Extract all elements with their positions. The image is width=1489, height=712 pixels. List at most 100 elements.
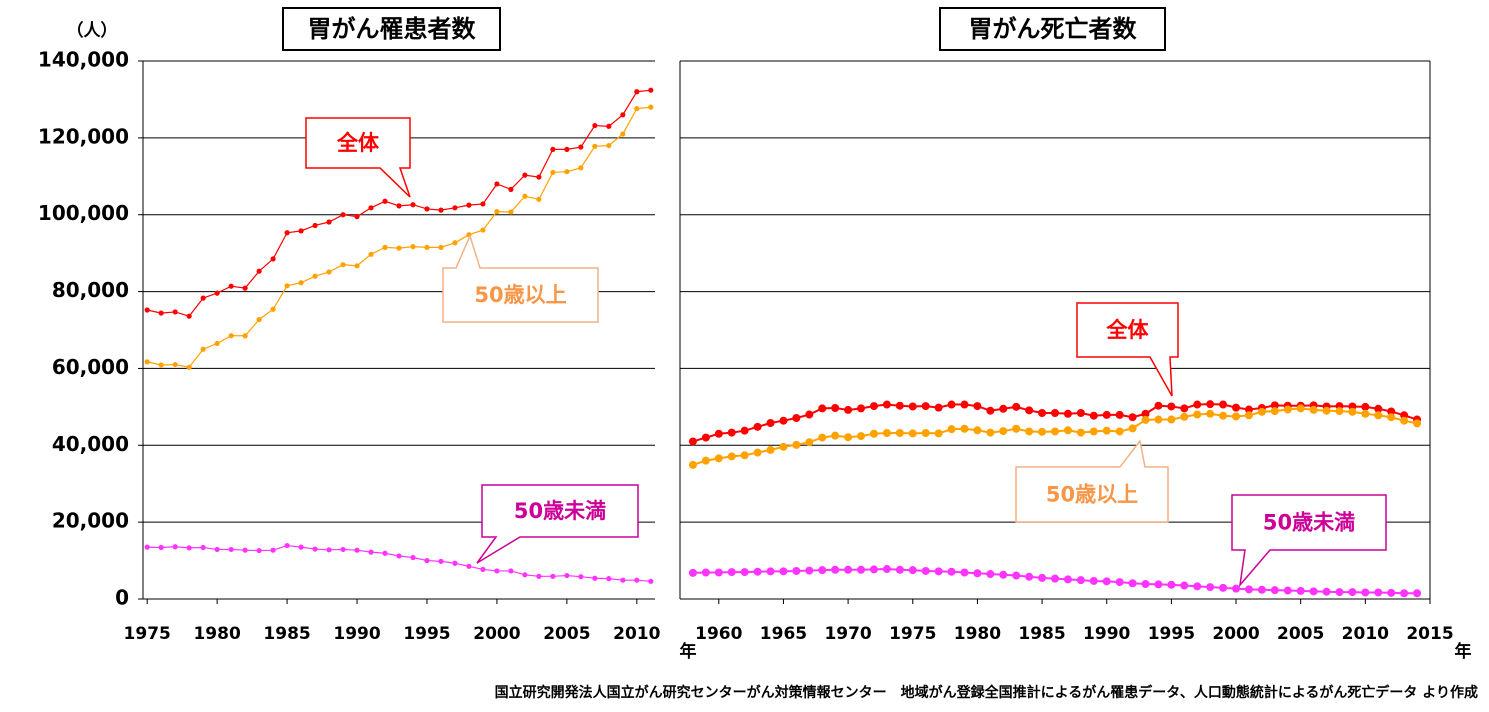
data-point — [438, 207, 444, 213]
x-tick-label: 1975 — [124, 624, 171, 644]
data-point — [1115, 427, 1124, 436]
data-point — [844, 433, 853, 442]
data-point — [947, 425, 956, 434]
data-point — [354, 263, 360, 269]
data-point — [242, 333, 248, 339]
data-point — [1283, 405, 1292, 414]
data-point — [844, 565, 853, 574]
data-point — [284, 230, 290, 236]
data-point — [727, 568, 736, 577]
data-point — [200, 346, 206, 352]
data-point — [256, 317, 262, 323]
x-axis-label: 年 — [1455, 641, 1472, 662]
data-point — [1038, 409, 1047, 418]
data-point — [921, 566, 930, 575]
data-point — [1115, 410, 1124, 419]
data-point — [326, 547, 332, 553]
data-point — [1038, 427, 1047, 436]
data-point — [818, 404, 827, 413]
data-point — [620, 131, 626, 137]
data-point — [1012, 424, 1021, 433]
data-point — [766, 445, 775, 454]
data-point — [1167, 415, 1176, 424]
data-point — [578, 144, 584, 150]
x-tick-label: 2000 — [473, 624, 520, 644]
data-point — [701, 456, 710, 465]
data-point — [1244, 411, 1253, 420]
source-note: 国立研究開発法人国立がん研究センターがん対策情報センター 地域がん登録全国推計に… — [495, 684, 1478, 701]
y-tick-label: 120,000 — [38, 124, 129, 148]
data-point — [869, 429, 878, 438]
data-point — [1102, 577, 1111, 586]
data-point — [960, 424, 969, 433]
data-point — [550, 573, 556, 579]
data-point — [740, 568, 749, 577]
data-point — [1387, 407, 1396, 416]
data-point — [1361, 409, 1370, 418]
data-point — [144, 544, 150, 550]
data-point — [494, 209, 500, 215]
data-point — [620, 577, 626, 583]
x-tick-label: 1965 — [760, 624, 807, 644]
data-point — [368, 549, 374, 555]
data-point — [410, 554, 416, 561]
data-point — [172, 544, 178, 550]
data-point — [688, 568, 697, 577]
x-tick-label: 1960 — [695, 624, 742, 644]
data-point — [1141, 580, 1150, 589]
data-point — [228, 333, 234, 339]
y-axis-label: （人） — [67, 20, 118, 41]
data-point — [1296, 586, 1305, 595]
data-point — [753, 448, 762, 457]
legend-label: 50歳未満 — [514, 499, 606, 523]
data-point — [214, 546, 220, 553]
data-point — [284, 542, 290, 549]
data-point — [536, 174, 542, 180]
data-point — [1128, 424, 1137, 433]
data-point — [1232, 412, 1241, 421]
data-point — [908, 402, 917, 411]
data-point — [1387, 588, 1396, 597]
data-point — [895, 428, 904, 437]
data-point — [1335, 588, 1344, 597]
data-point — [986, 406, 995, 415]
data-point — [480, 227, 486, 233]
data-point — [396, 245, 402, 251]
data-point — [766, 418, 775, 427]
data-point — [792, 414, 801, 423]
data-point — [999, 427, 1008, 436]
data-point — [620, 112, 626, 118]
data-point — [1257, 407, 1266, 416]
data-point — [792, 440, 801, 449]
data-point — [1348, 588, 1357, 597]
data-point — [1232, 403, 1241, 412]
data-point — [1025, 427, 1034, 436]
data-point — [200, 295, 206, 301]
x-tick-label: 2005 — [1277, 624, 1324, 644]
legend-callout — [1076, 302, 1179, 397]
data-point — [1089, 427, 1098, 436]
data-point — [340, 546, 346, 553]
data-point — [158, 310, 164, 316]
data-point — [1051, 427, 1059, 436]
data-point — [410, 244, 416, 250]
data-point — [908, 429, 917, 438]
data-point — [270, 306, 276, 312]
data-point — [452, 560, 458, 566]
data-point — [1076, 409, 1085, 418]
data-point — [326, 269, 332, 275]
y-tick-label: 80,000 — [52, 278, 129, 302]
data-point — [818, 433, 827, 442]
data-point — [1154, 580, 1163, 589]
data-point — [1102, 426, 1111, 435]
data-point — [1193, 410, 1202, 419]
x-tick-label: 2010 — [1342, 624, 1389, 644]
data-point — [1167, 402, 1176, 411]
data-point — [1167, 580, 1176, 589]
data-point — [354, 214, 360, 220]
data-point — [494, 181, 500, 187]
data-point — [564, 572, 570, 579]
x-tick-label: 1980 — [954, 624, 1001, 644]
data-point — [1335, 407, 1344, 416]
